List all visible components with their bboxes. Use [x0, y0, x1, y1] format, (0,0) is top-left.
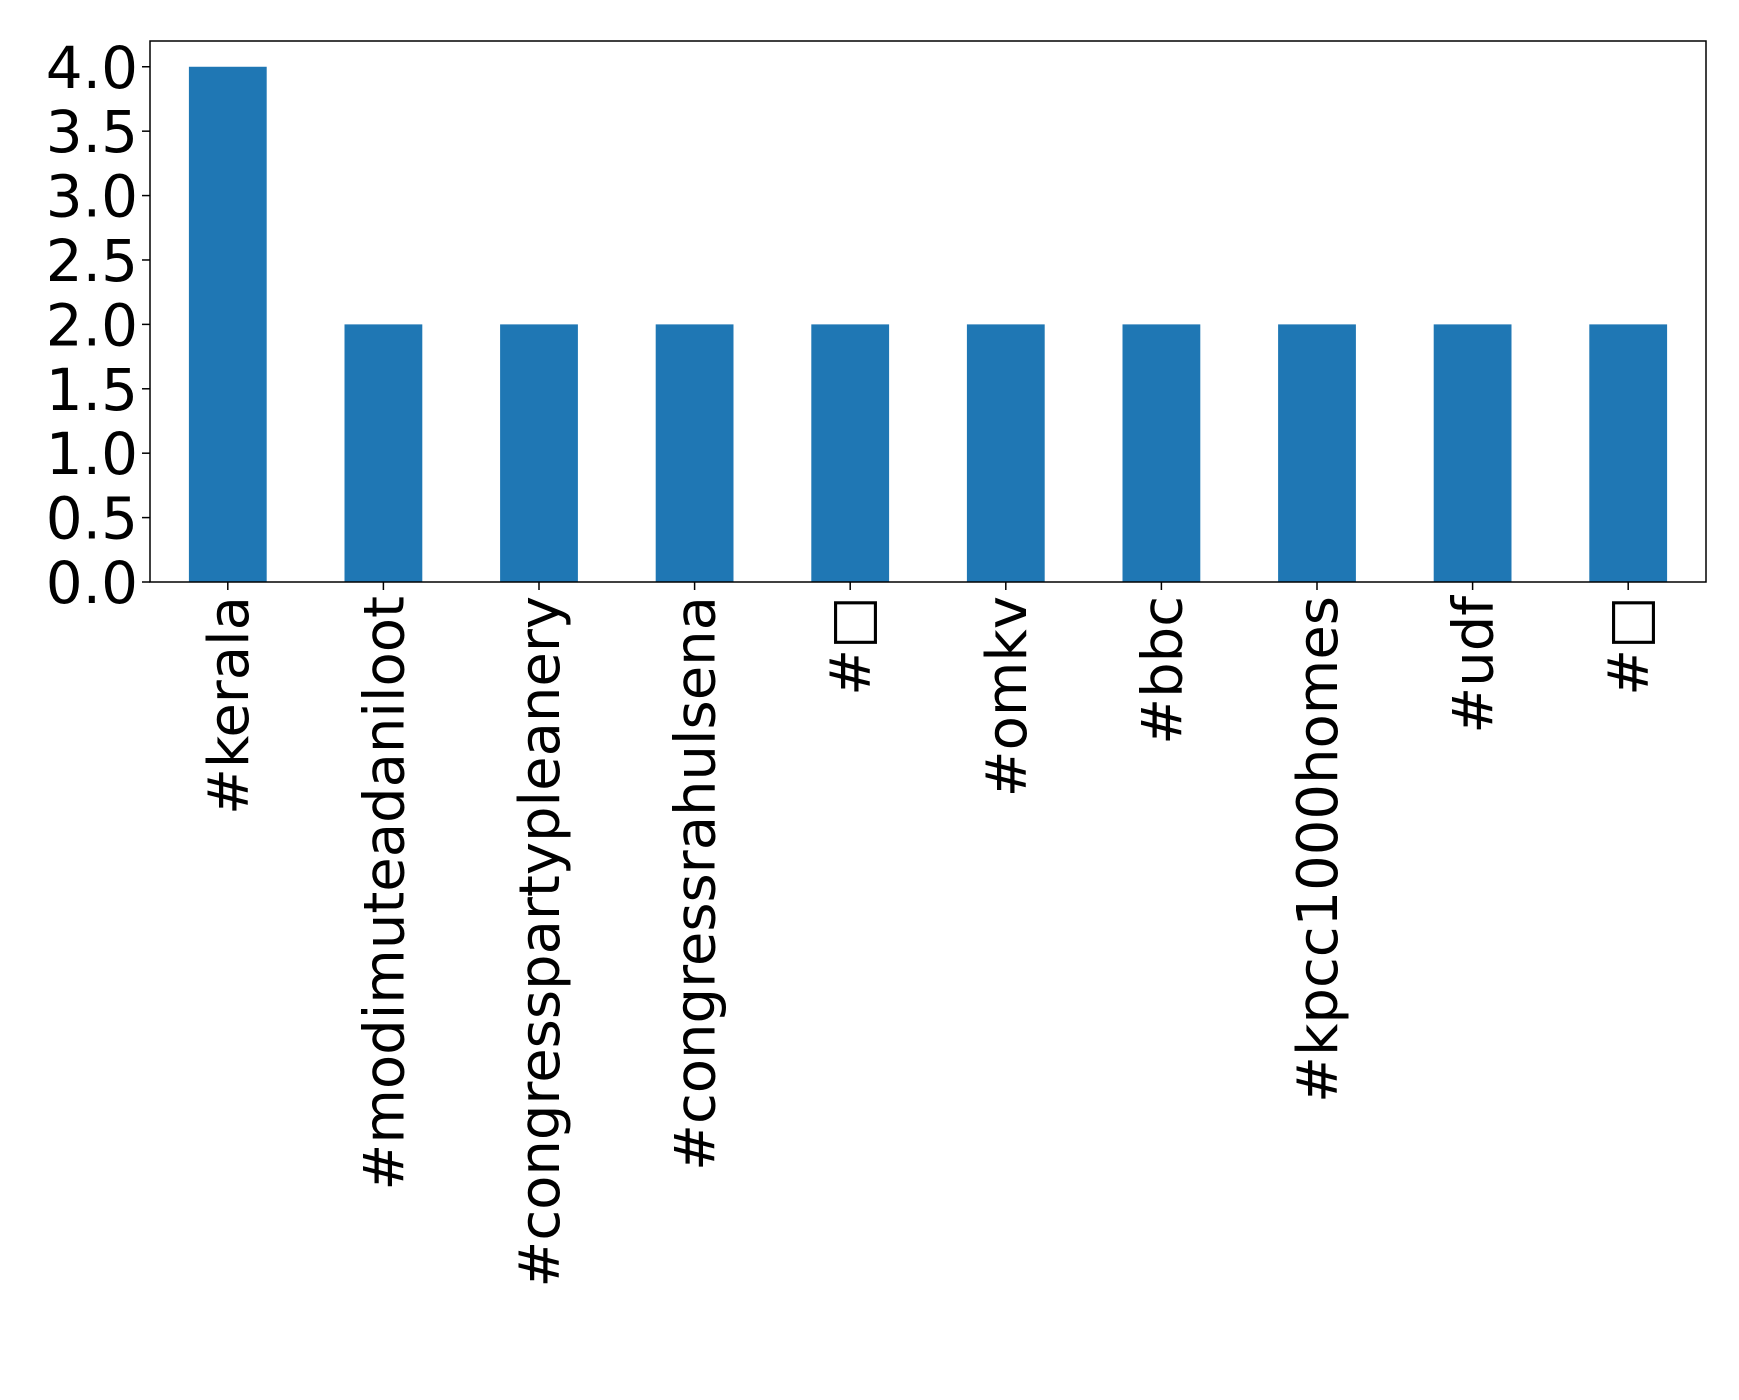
bar-5 — [966, 324, 1045, 582]
x-tick-label-6: #bbc — [1130, 596, 1195, 745]
x-tick-label-8: #udf — [1442, 595, 1507, 734]
y-tick-label-1: 0.5 — [46, 485, 138, 553]
bar-2 — [500, 324, 578, 582]
x-tick-label-5: #omkv — [975, 596, 1040, 797]
plot-frame — [149, 40, 1707, 583]
x-tick-label-9: #□ — [1597, 596, 1662, 696]
x-axis: #kerala #modimuteadaniloot #congresspartyp… — [197, 582, 1662, 1288]
bar-6 — [1122, 324, 1201, 582]
x-tick-label-3: #congressrahulsena — [664, 596, 729, 1171]
y-tick-label-7: 3.5 — [46, 98, 138, 166]
bar-3 — [655, 324, 734, 582]
x-tick-label-0: #kerala — [197, 596, 262, 815]
bar-1 — [344, 324, 423, 582]
y-tick-label-2: 1.0 — [46, 420, 138, 488]
bars-group — [188, 66, 1668, 582]
y-axis: 0.00.51.01.52.02.53.03.54.0 — [46, 34, 150, 617]
x-tick-label-1: #modimuteadaniloot — [352, 596, 417, 1191]
x-tick-label-2: #congresspartypleanery — [508, 596, 573, 1288]
y-tick-label-0: 0.0 — [46, 549, 138, 617]
y-tick-label-6: 3.0 — [46, 163, 138, 231]
bar-8 — [1433, 324, 1512, 582]
bar-0 — [188, 66, 267, 582]
y-tick-label-8: 4.0 — [46, 34, 138, 102]
x-tick-label-7: #kpcc1000homes — [1286, 596, 1351, 1103]
x-tick-label-4: #□ — [819, 596, 884, 696]
bar-4 — [811, 324, 890, 582]
bar-9 — [1589, 324, 1668, 582]
y-tick-label-5: 2.5 — [46, 227, 138, 295]
bar-7 — [1278, 324, 1356, 582]
y-tick-label-4: 2.0 — [46, 291, 138, 359]
y-tick-label-3: 1.5 — [46, 356, 138, 424]
